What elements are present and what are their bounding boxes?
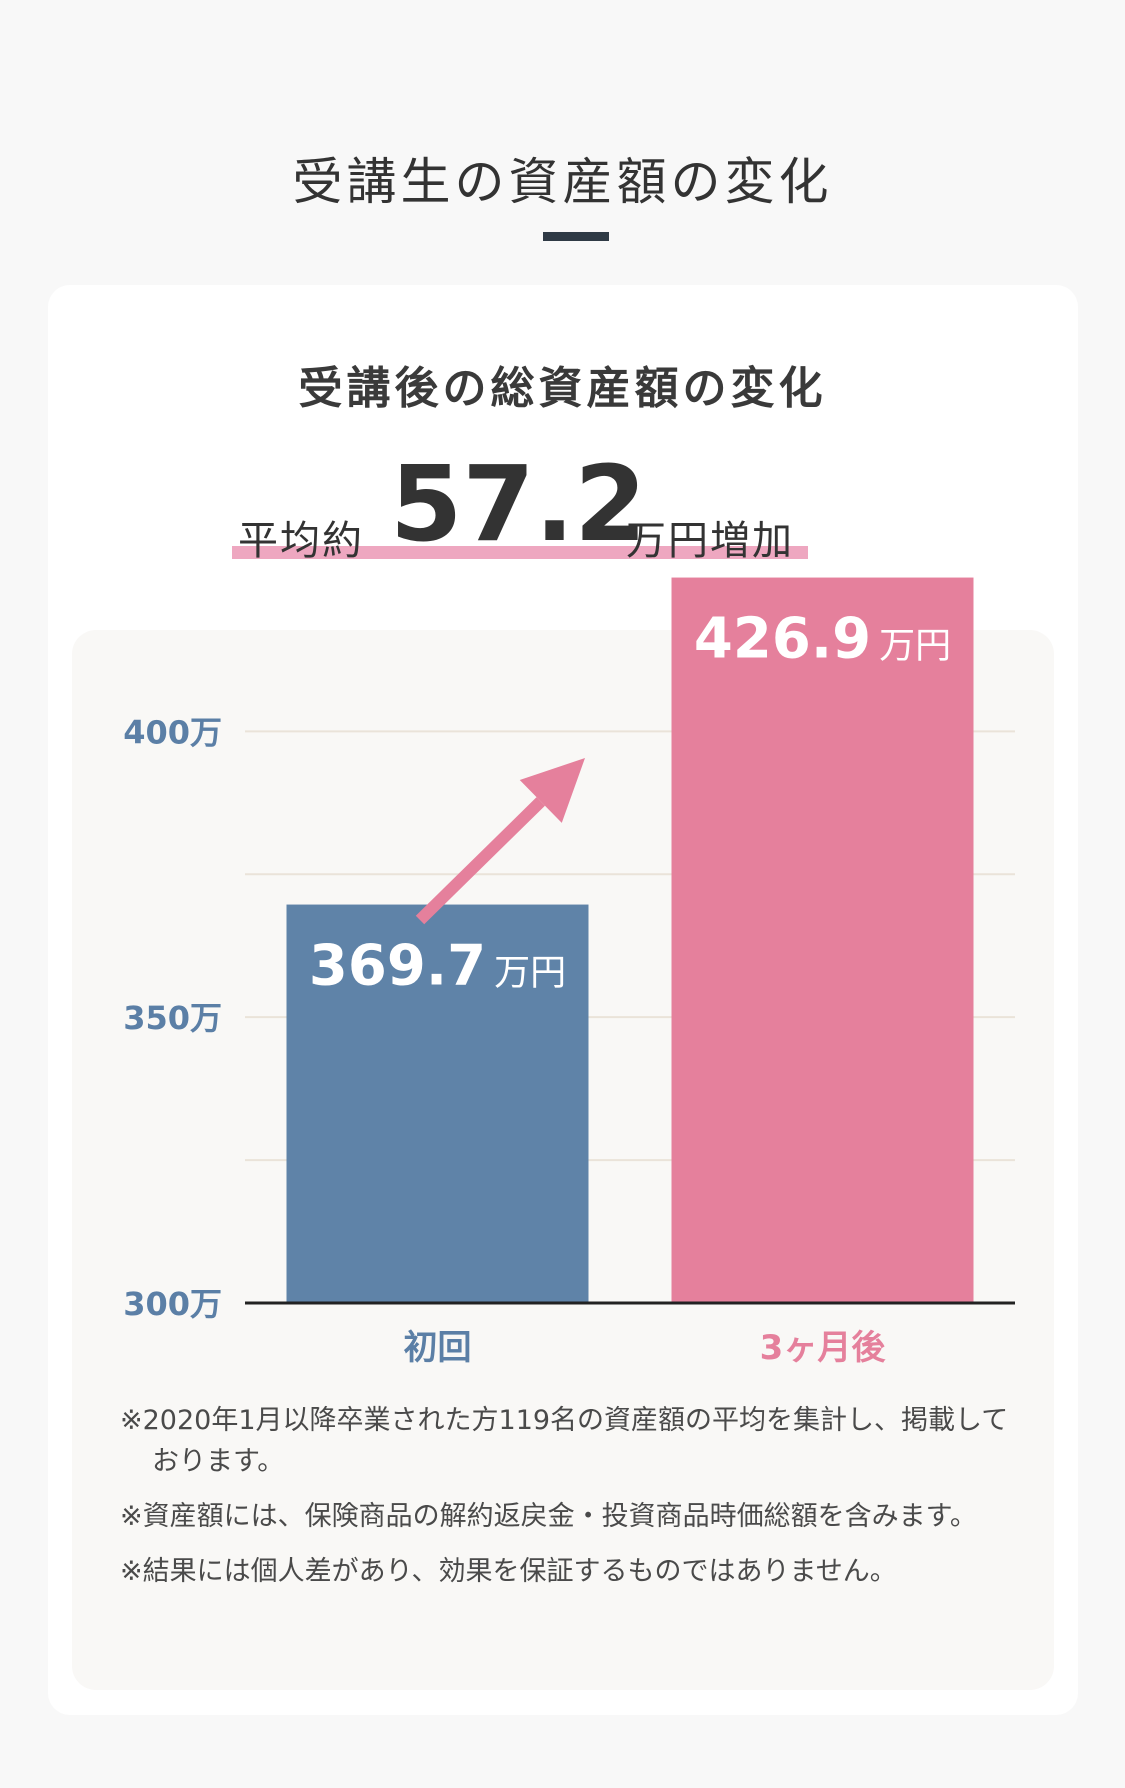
bar [671,577,974,1303]
data-label: 369.7 万円 [309,934,566,999]
section-title: 受講生の資産額の変化 [292,153,833,211]
card-title: 受講後の総資産額の変化 [298,363,827,414]
headline-suffix: 万円増加 [626,518,794,564]
increase-arrow-head [519,758,585,823]
headline-prefix: 平均約 [238,518,364,564]
title-underline-bar [543,232,609,241]
headline-highlight [232,546,808,559]
y-tick-label: 300万 [123,1285,222,1323]
footnote: ※資産額には、保険商品の解約返戻金・投資商品時価総額を含みます。 [120,1501,977,1532]
headline: 平均約 57.2 万円増加 [232,443,808,565]
footnotes: ※2020年1月以降卒業された方119名の資産額の平均を集計し、掲載しております… [120,1400,1020,1606]
headline-value: 57.2 [390,443,647,565]
category-label: 3ヶ月後 [760,1328,887,1368]
footnote: ※2020年1月以降卒業された方119名の資産額の平均を集計し、掲載しております… [120,1405,1009,1477]
footnote: ※結果には個人差があり、効果を保証するものではありません。 [120,1556,897,1587]
data-label: 426.9 万円 [694,607,951,672]
category-label: 初回 [404,1328,472,1368]
bar [286,904,589,1303]
increase-arrow-shaft [415,797,545,925]
y-tick-label: 400万 [123,713,222,751]
y-tick-label: 350万 [123,999,222,1037]
